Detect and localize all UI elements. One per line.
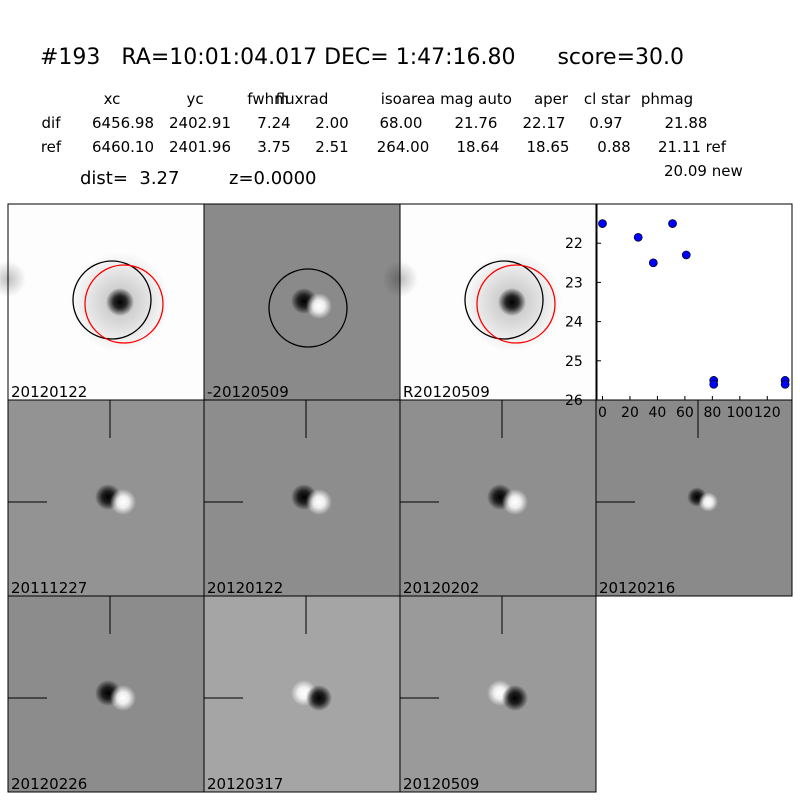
title: #193 RA=10:01:04.017 DEC= 1:47:16.80 sco… [40,45,684,70]
dist: dist= 3.27 [80,168,179,189]
table-cell: 21.88 [665,114,708,132]
row-label: dif [42,114,62,132]
point [780,379,790,389]
y-tick-label: 24 [565,315,583,331]
aperture-ref [84,264,164,344]
table-cell: 6460.10 [92,138,154,156]
y-tick-label: 25 [565,354,583,370]
x-tick-label: 80 [703,405,721,421]
aperture [464,260,544,340]
dipole [306,685,332,711]
aperture [72,260,152,340]
point [598,219,607,228]
x-tick-label: 40 [649,405,667,421]
dipole [502,489,528,515]
table-cell: 2402.91 [169,114,231,132]
column-header: isoarea [381,90,436,108]
table-cell: 3.75 [257,138,290,156]
stamp-label: 20111227 [11,579,87,597]
halo [382,261,418,297]
y-tick-label: 22 [565,236,583,252]
table-cell: 21.11 ref [658,138,727,156]
point [648,258,658,268]
halo [0,261,26,297]
point [668,219,677,228]
x-tick-label: 20 [621,405,639,421]
column-header: xc [104,90,121,108]
dipole [306,489,332,515]
x-tick-label: 60 [676,405,694,421]
table-cell: 6456.98 [92,114,154,132]
aperture-ref [476,264,556,344]
stamp-label: 20120216 [599,579,675,597]
table-cell: 21.76 [455,114,498,132]
phmag-new: 20.09 new [664,162,743,180]
aperture [268,268,348,348]
table-cell: 18.65 [527,138,570,156]
dipole [502,685,528,711]
column-header: mag auto [440,90,512,108]
point [681,250,691,260]
column-header: phmag [641,90,693,108]
table-cell: 2401.96 [169,138,231,156]
point [709,379,719,389]
table-cell: 7.24 [257,114,290,132]
stamp-label: 20120509 [403,775,479,793]
stamp-label: 20120226 [11,775,87,793]
table-cell: 264.00 [377,138,430,156]
table-cell: 0.88 [597,138,630,156]
y-tick-label: 26 [565,393,583,409]
stamp-label: 20120202 [403,579,479,597]
table-cell: 0.97 [589,114,622,132]
x-tick-label: 0 [598,405,607,421]
dipole [306,293,332,319]
stamp-label: R20120509 [403,383,490,401]
redshift: z=0.0000 [229,168,317,189]
x-tick-label: 120 [754,405,781,421]
table-cell: 2.51 [315,138,348,156]
stamp-label: 20120122 [207,579,283,597]
stamp-label: 20120317 [207,775,283,793]
table-cell: 2.00 [315,114,348,132]
table-cell: 68.00 [380,114,423,132]
dipole [698,492,718,512]
plot-area [596,203,793,401]
x-tick-label: 100 [726,405,753,421]
column-header: aper [534,90,569,108]
column-header: fwhm [247,90,288,108]
column-header: cl star [584,90,631,108]
column-header: fluxrad [276,90,329,108]
column-header: yc [186,90,203,108]
stamp-label: 20120122 [11,383,87,401]
dipole [110,489,136,515]
table-cell: 18.64 [457,138,500,156]
dipole [110,685,136,711]
source [498,288,526,316]
point [633,232,643,242]
stamp-label: -20120509 [207,383,289,401]
table-cell: 22.17 [523,114,566,132]
row-label: ref [41,138,62,156]
y-tick-label: 23 [565,275,583,291]
source [106,288,134,316]
